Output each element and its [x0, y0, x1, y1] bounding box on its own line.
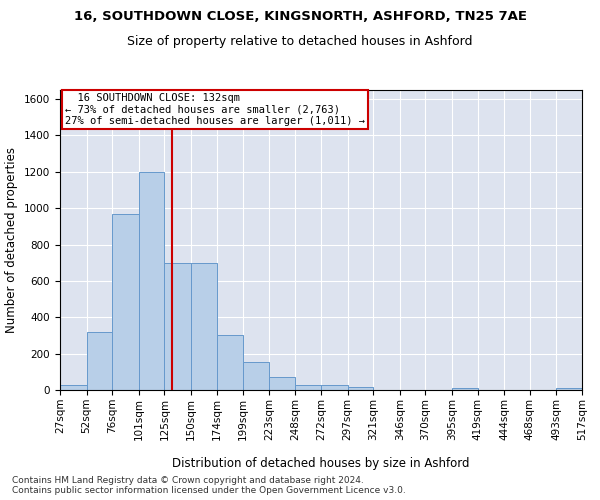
Text: 16, SOUTHDOWN CLOSE, KINGSNORTH, ASHFORD, TN25 7AE: 16, SOUTHDOWN CLOSE, KINGSNORTH, ASHFORD… — [74, 10, 527, 23]
Y-axis label: Number of detached properties: Number of detached properties — [5, 147, 19, 333]
Bar — [347, 388, 373, 390]
Bar — [86, 332, 112, 390]
Bar — [164, 262, 191, 390]
Bar — [217, 334, 243, 390]
Bar — [295, 384, 321, 390]
Text: Size of property relative to detached houses in Ashford: Size of property relative to detached ho… — [127, 35, 473, 48]
Bar — [556, 388, 582, 390]
Bar — [243, 362, 269, 390]
Bar — [112, 214, 139, 390]
Text: 16 SOUTHDOWN CLOSE: 132sqm  
← 73% of detached houses are smaller (2,763)
27% of: 16 SOUTHDOWN CLOSE: 132sqm ← 73% of deta… — [65, 93, 365, 126]
Bar — [139, 172, 164, 390]
Bar — [321, 386, 347, 390]
Text: Contains HM Land Registry data © Crown copyright and database right 2024.
Contai: Contains HM Land Registry data © Crown c… — [12, 476, 406, 495]
Bar — [269, 378, 295, 390]
Bar — [60, 384, 86, 390]
Bar — [452, 388, 478, 390]
Bar — [191, 262, 217, 390]
Text: Distribution of detached houses by size in Ashford: Distribution of detached houses by size … — [172, 458, 470, 470]
